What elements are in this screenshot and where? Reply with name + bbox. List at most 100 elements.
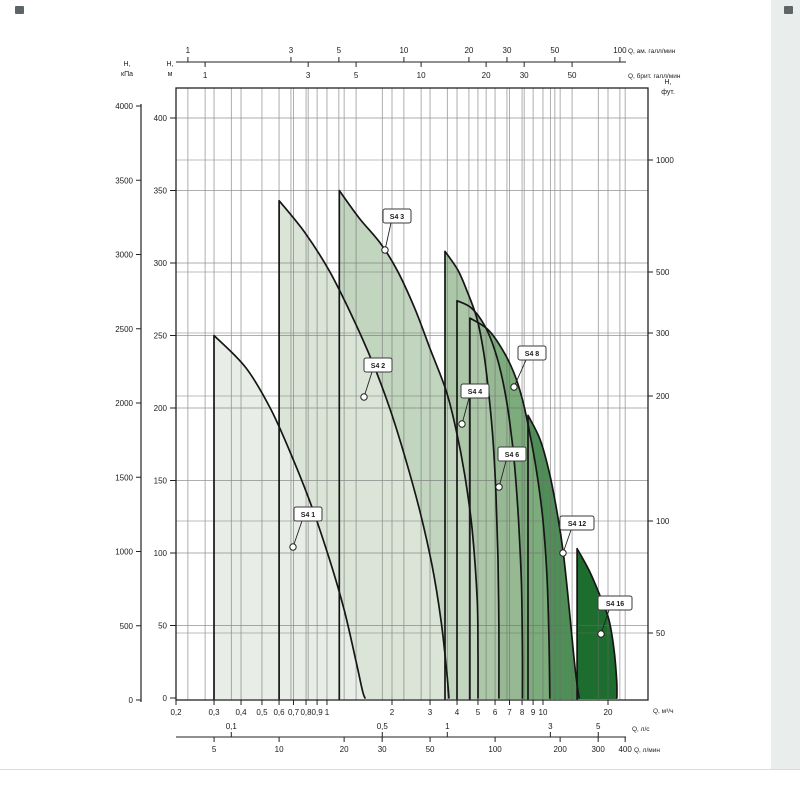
tick-label-m3h: 0,2 xyxy=(170,708,182,717)
tick-label-usgpm: 3 xyxy=(289,46,294,55)
leader-line xyxy=(513,359,527,388)
axis-unit-m-line2: м xyxy=(168,71,173,78)
region-outline-s4-6 xyxy=(456,299,524,700)
leader-line xyxy=(363,371,373,398)
label-dot-s4-6 xyxy=(495,483,503,491)
tick-label-m3h: 20 xyxy=(604,708,613,717)
region-label-s4-2: S4 2 xyxy=(371,363,386,370)
label-dot-s4-2 xyxy=(360,393,368,401)
tick-label-lmin: 20 xyxy=(340,745,349,754)
tick-label-ft: 200 xyxy=(656,392,670,401)
tick-label-usgpm: 30 xyxy=(503,46,512,55)
axis-unit-ft-line1: H, xyxy=(665,79,672,86)
tick-label-m3h: 5 xyxy=(476,708,481,717)
region-outline-s4-8 xyxy=(469,317,551,700)
region-label-s4-12: S4 12 xyxy=(568,521,586,528)
axis-unit-m3h: Q, м³/ч xyxy=(653,708,674,715)
tick-label-lmin: 50 xyxy=(426,745,435,754)
region-label-box-s4-6 xyxy=(497,446,527,462)
tick-label-m3h: 0,7 xyxy=(288,708,300,717)
tick-label-lmin: 30 xyxy=(378,745,387,754)
tick-label-m3h: 0,5 xyxy=(256,708,268,717)
tick-label-kpa: 1000 xyxy=(115,548,133,557)
tick-label-ft: 100 xyxy=(656,517,670,526)
tick-label-lmin: 300 xyxy=(591,745,605,754)
tick-label-m: 50 xyxy=(158,622,167,631)
region-label-box-s4-8 xyxy=(517,345,547,361)
label-dot-s4-3 xyxy=(381,246,389,254)
region-label-box-s4-12 xyxy=(559,515,595,531)
page-divider xyxy=(0,769,800,770)
leader-line xyxy=(461,397,470,425)
page-corner-mark-right xyxy=(784,6,793,14)
axis-unit-lmin: Q, л/мин xyxy=(634,747,660,754)
tick-label-m: 300 xyxy=(154,259,168,268)
tick-label-m3h: 0,4 xyxy=(235,708,247,717)
region-label-box-s4-1 xyxy=(293,506,323,522)
axis-unit-ls: Q, л/с xyxy=(632,726,650,733)
region-label-s4-3: S4 3 xyxy=(390,214,405,221)
tick-label-m: 350 xyxy=(154,187,168,196)
region-fills xyxy=(214,190,617,699)
tick-label-m3h: 0,9 xyxy=(312,708,324,717)
region-outline-s4-1 xyxy=(213,334,366,700)
label-dot-s4-16 xyxy=(597,630,605,638)
region-label-box-s4-4 xyxy=(460,383,490,399)
tick-label-m: 0 xyxy=(163,694,168,703)
leader-line xyxy=(498,460,507,488)
leader-line xyxy=(384,222,392,251)
region-outline-s4-2 xyxy=(278,199,450,700)
tick-label-ls: 3 xyxy=(548,722,553,731)
tick-label-ls: 0,5 xyxy=(377,722,389,731)
tick-label-kpa: 0 xyxy=(129,696,134,705)
region-s4-16 xyxy=(577,548,617,699)
tick-label-m3h: 3 xyxy=(428,708,433,717)
axis-unit-kpa-line1: H, xyxy=(124,61,131,68)
tick-label-impgpm: 50 xyxy=(568,71,577,80)
axis-unit-usgpm: Q, ам. галл/мин xyxy=(628,48,676,55)
tick-label-ft: 1000 xyxy=(656,156,674,165)
region-outline-s4-16 xyxy=(576,547,618,700)
tick-label-kpa: 2500 xyxy=(115,325,133,334)
tick-label-m3h: 0,6 xyxy=(273,708,285,717)
tick-label-lmin: 200 xyxy=(553,745,567,754)
axis-unit-ft-line2: фут. xyxy=(661,89,675,96)
tick-label-kpa: 4000 xyxy=(115,102,133,111)
tick-label-impgpm: 3 xyxy=(306,71,311,80)
tick-label-impgpm: 30 xyxy=(520,71,529,80)
tick-label-m: 200 xyxy=(154,404,168,413)
tick-label-m3h: 9 xyxy=(531,708,536,717)
tick-label-lmin: 400 xyxy=(618,745,632,754)
tick-label-m: 250 xyxy=(154,332,168,341)
page-scan-band xyxy=(771,0,800,769)
label-dot-s4-4 xyxy=(458,420,466,428)
tick-label-m: 150 xyxy=(154,477,168,486)
label-dot-s4-12 xyxy=(559,549,567,557)
region-label-box-s4-16 xyxy=(597,595,633,611)
label-dot-s4-8 xyxy=(510,383,518,391)
tick-label-m3h: 0,3 xyxy=(208,708,220,717)
tick-label-usgpm: 1 xyxy=(186,46,191,55)
axis-unit-m-line1: H, xyxy=(167,61,174,68)
tick-label-lmin: 100 xyxy=(488,745,502,754)
tick-label-m: 400 xyxy=(154,114,168,123)
tick-label-m3h: 1 xyxy=(325,708,330,717)
tick-label-m3h: 6 xyxy=(493,708,498,717)
axis-unit-impgpm: Q, брит. галл/мин xyxy=(628,72,681,80)
tick-label-usgpm: 50 xyxy=(550,46,559,55)
tick-label-usgpm: 100 xyxy=(613,46,627,55)
tick-label-kpa: 2000 xyxy=(115,399,133,408)
tick-label-usgpm: 10 xyxy=(399,46,408,55)
tick-label-usgpm: 20 xyxy=(464,46,473,55)
tick-label-ft: 50 xyxy=(656,629,665,638)
tick-label-m3h: 10 xyxy=(539,708,548,717)
tick-label-lmin: 10 xyxy=(275,745,284,754)
region-label-box-s4-2 xyxy=(363,357,393,373)
label-dot-s4-1 xyxy=(289,543,297,551)
chart-frame xyxy=(175,87,649,701)
tick-label-kpa: 1500 xyxy=(115,473,133,482)
leader-line xyxy=(562,529,572,554)
tick-label-ft: 500 xyxy=(656,268,670,277)
